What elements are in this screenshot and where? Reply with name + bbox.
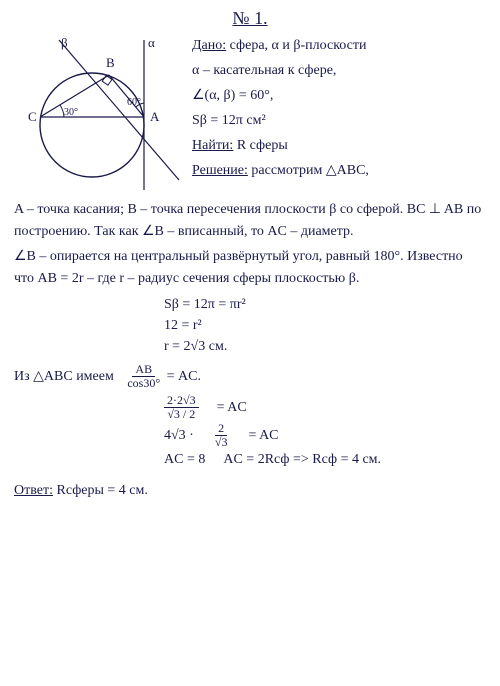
line3b: = AC bbox=[248, 425, 278, 446]
given-heading: Дано: bbox=[192, 38, 226, 53]
ac-2r: AC = 2Rсф => Rсф = 4 см. bbox=[223, 449, 381, 470]
svg-text:60°: 60° bbox=[127, 97, 141, 108]
given-l1: сфера, α и β-плоскости bbox=[230, 38, 367, 53]
body-p1: A – точка касания; B – точка пересечения… bbox=[14, 199, 486, 242]
svg-text:B: B bbox=[106, 55, 115, 70]
ac-8: AC = 8 bbox=[164, 449, 205, 470]
given-l3: ∠(α, β) = 60°, bbox=[192, 85, 486, 106]
page: № 1. β α B C A 30° 60° Дано: сфера, α и β-плос… bbox=[0, 0, 500, 686]
frac2-rhs: = AC bbox=[217, 397, 247, 418]
solution-heading: Решение: bbox=[192, 163, 248, 178]
answer-line: Ответ: Rсферы = 4 см. bbox=[14, 480, 486, 502]
svg-text:30°: 30° bbox=[64, 107, 78, 118]
find-text: R сферы bbox=[237, 138, 288, 153]
svg-text:A: A bbox=[150, 109, 160, 124]
given-l4: Sβ = 12π см² bbox=[192, 110, 486, 131]
geometry-diagram: β α B C A 30° 60° bbox=[14, 35, 184, 195]
body-p3: Из △ABC имеем bbox=[14, 369, 114, 384]
calc-block-1: Sβ = 12π = πr² 12 = r² r = 2√3 см. bbox=[164, 294, 486, 357]
top-section: β α B C A 30° 60° Дано: сфера, α и β-плоскости… bbox=[14, 35, 486, 195]
given-block: Дано: сфера, α и β-плоскости α – касател… bbox=[192, 35, 486, 195]
eq-12r2: 12 = r² bbox=[164, 315, 486, 336]
svg-text:α: α bbox=[148, 35, 155, 50]
diagram-svg: β α B C A 30° 60° bbox=[14, 35, 184, 195]
svg-text:β: β bbox=[61, 35, 68, 50]
problem-number: № 1. bbox=[14, 8, 486, 29]
answer-label: Ответ: bbox=[14, 483, 53, 498]
frac-2: 2·2√3 √3 / 2 bbox=[164, 394, 199, 421]
solution-body: A – точка касания; B – точка пересечения… bbox=[14, 199, 486, 502]
line3a: 4√3 · bbox=[164, 425, 194, 446]
body-p2: ∠B – опирается на центральный развёрнуты… bbox=[14, 246, 486, 289]
eq-r: r = 2√3 см. bbox=[164, 336, 486, 357]
answer-value: Rсферы = 4 см. bbox=[56, 483, 147, 498]
find-heading: Найти: bbox=[192, 138, 233, 153]
svg-text:C: C bbox=[28, 109, 37, 124]
eq-sb: Sβ = 12π = πr² bbox=[164, 294, 486, 315]
frac1-rhs: = AC. bbox=[167, 369, 201, 384]
frac-3: 2 √3 bbox=[212, 422, 231, 449]
calc-block-2: 2·2√3 √3 / 2 = AC 4√3 · 2 √3 = AC AC = 8… bbox=[164, 394, 486, 470]
solution-l1: рассмотрим △ABC, bbox=[251, 163, 369, 178]
frac-ab-cos: AB cos30° bbox=[124, 363, 163, 390]
given-l2: α – касательная к сфере, bbox=[192, 60, 486, 81]
